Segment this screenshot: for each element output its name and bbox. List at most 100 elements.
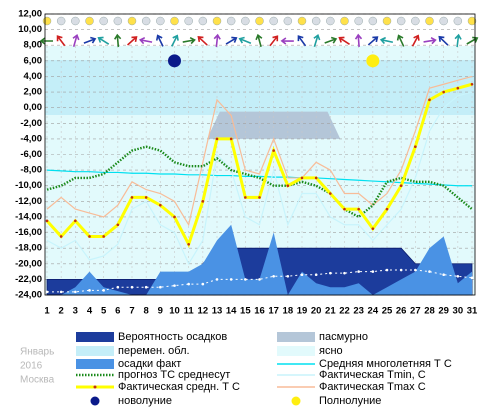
weather-icon: [396, 16, 406, 26]
wind-arrow: [72, 33, 80, 47]
x-tick-label: 30: [453, 306, 464, 317]
point: [272, 274, 275, 278]
x-tick-label: 19: [297, 306, 308, 317]
y-tick-label: -16,00: [15, 227, 42, 238]
wind-arrow: [423, 37, 437, 45]
point: [116, 285, 120, 289]
x-tick-label: 21: [325, 306, 336, 317]
legend-swatch: [76, 332, 114, 342]
point: [159, 203, 162, 207]
line: [46, 145, 473, 219]
y-tick-label: -8,00: [20, 165, 42, 176]
legend-swatch: [76, 359, 114, 369]
x-tick-label: 24: [368, 306, 379, 317]
point: [45, 219, 49, 223]
legend-label: ясно: [319, 345, 343, 357]
point: [385, 268, 389, 272]
wind-arrow: [171, 34, 179, 47]
x-tick-label: 9: [158, 306, 163, 317]
weather-icon: [382, 16, 392, 26]
point: [173, 215, 176, 219]
y-tick-label: 4,00: [24, 71, 43, 82]
legend-label: Вероятность осадков: [118, 331, 227, 343]
point: [343, 271, 346, 275]
moon: [366, 54, 380, 68]
point: [244, 196, 247, 199]
y-tick-label: -14,00: [15, 211, 42, 222]
x-tick-label: 2: [59, 306, 64, 317]
point: [385, 207, 389, 211]
weather-icon: [170, 16, 179, 26]
point: [286, 184, 290, 188]
watermark: Январь: [20, 347, 54, 358]
point: [357, 270, 360, 273]
x-tick-label: 13: [212, 306, 223, 317]
weather-icon: [241, 16, 250, 26]
point: [59, 235, 63, 238]
wind-arrow: [396, 34, 405, 47]
wind-arrow: [83, 36, 97, 44]
point: [456, 86, 460, 90]
point: [144, 285, 148, 289]
wind-arrow: [354, 33, 363, 48]
point: [144, 196, 148, 199]
point: [88, 235, 91, 238]
x-tick-label: 6: [115, 306, 120, 317]
point: [286, 274, 290, 278]
wind-arrow: [113, 33, 122, 48]
x-tick-label: 10: [169, 306, 180, 317]
weather-icon: [71, 16, 80, 26]
weather-icon: [212, 16, 222, 26]
wind-arrow: [379, 36, 394, 45]
y-tick-label: -4,00: [20, 133, 42, 144]
area: [47, 224, 472, 295]
point: [201, 200, 205, 203]
y-tick-label: 6,00: [24, 55, 43, 66]
legend-swatch: [90, 396, 100, 406]
y-tick-label: -24,00: [15, 290, 42, 301]
legend-label: перемен. обл.: [118, 345, 190, 357]
point: [329, 192, 332, 195]
point: [130, 285, 134, 289]
overcast-band: [207, 111, 341, 139]
y-tick-label: 12,00: [18, 9, 42, 20]
x-tick-label: 26: [396, 306, 407, 317]
weather-icon: [156, 16, 165, 26]
wind-arrow: [225, 36, 238, 45]
weather-icon: [127, 16, 137, 26]
point: [201, 282, 205, 286]
weather-icon: [439, 16, 448, 26]
weather-icon: [269, 16, 278, 26]
x-tick-label: 27: [410, 306, 421, 317]
weather-icon: [99, 16, 108, 26]
point: [442, 90, 445, 94]
x-tick-label: 14: [226, 306, 237, 317]
weather-icon: [85, 16, 94, 26]
wind-arrow: [97, 36, 110, 45]
wind-arrow: [269, 35, 279, 47]
legend-label: осадки факт: [118, 358, 181, 370]
x-tick-label: 20: [311, 306, 322, 317]
wind-arrow: [367, 36, 379, 46]
point: [244, 278, 247, 281]
line: [46, 75, 473, 227]
y-tick-label: -10,00: [15, 180, 42, 191]
wind-arrow: [197, 35, 208, 46]
point: [343, 207, 346, 211]
point: [215, 278, 219, 281]
point: [187, 282, 190, 286]
point: [314, 176, 318, 180]
y-tick-label: -6,00: [20, 149, 42, 160]
point: [300, 176, 304, 180]
point: [442, 273, 445, 277]
wind-arrow: [438, 35, 449, 46]
weather-icon: [283, 16, 293, 26]
y-tick-label: 0,00: [24, 102, 43, 113]
y-tick-label: 10,00: [18, 24, 42, 35]
wind-arrow: [280, 37, 294, 45]
legend-label: Фактическая Tmin, C: [319, 369, 426, 381]
weather-icon: [326, 16, 335, 26]
point: [428, 98, 431, 102]
legend-swatch: [277, 346, 315, 356]
x-tick-label: 25: [382, 306, 393, 317]
